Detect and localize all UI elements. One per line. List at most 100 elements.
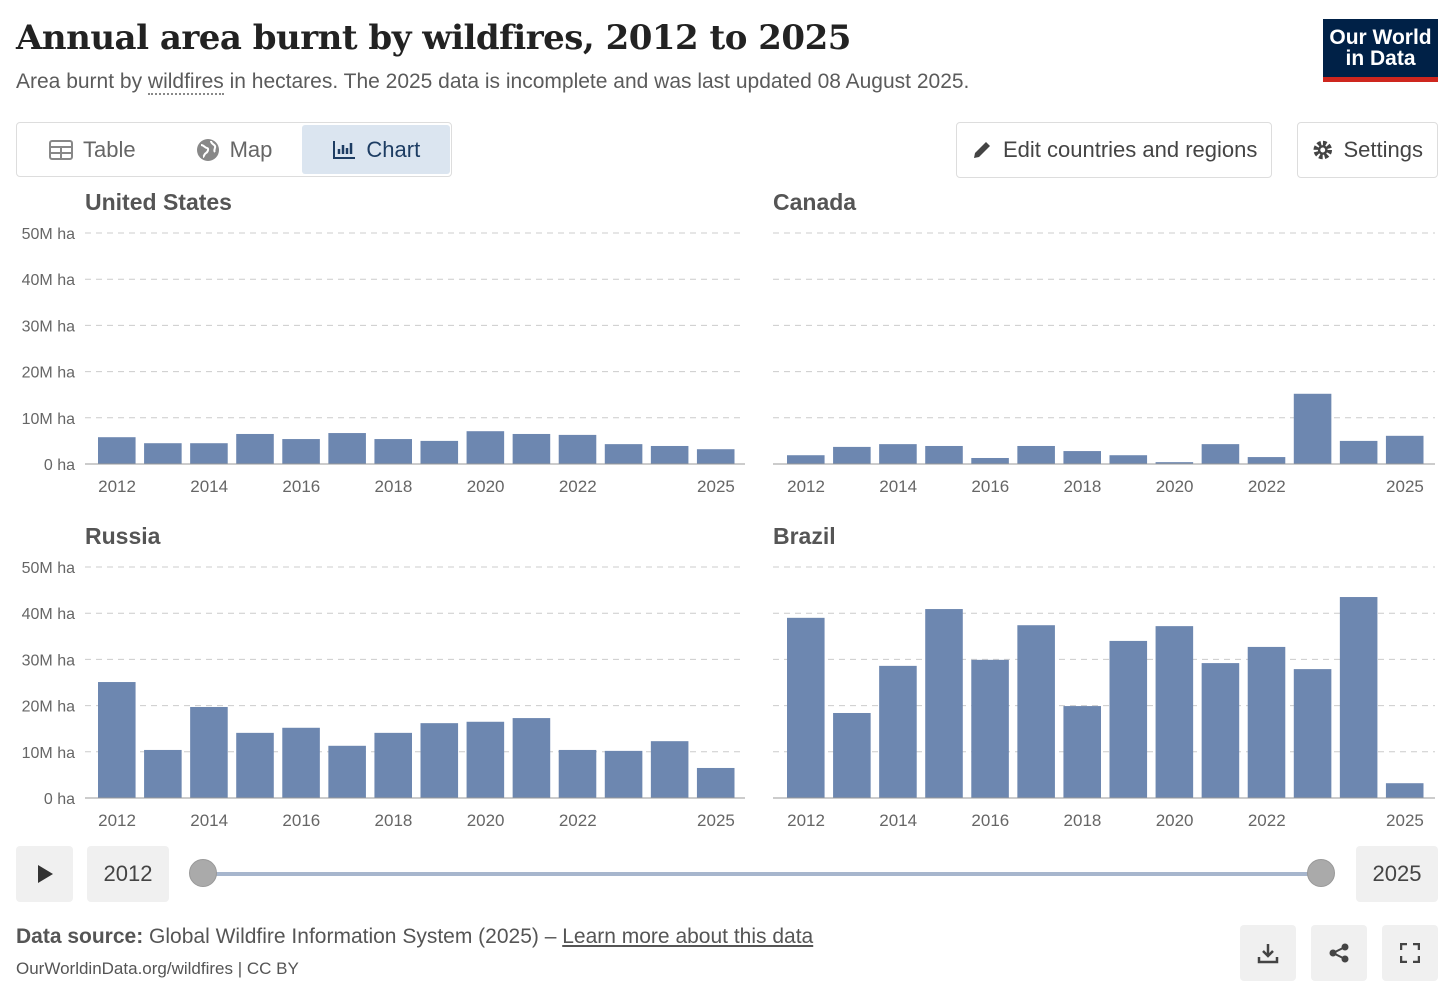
subtitle-text-end: in hectares. The 2025 data is incomplete… [223,70,970,93]
fullscreen-button[interactable] [1382,925,1438,981]
bar-united-states-2024 [650,445,689,464]
bar-brazil-2025 [1385,783,1424,798]
bar-united-states-2013 [144,443,182,464]
bar-united-states-2023 [604,444,643,464]
x-tick-label: 2016 [971,811,1009,830]
bar-canada-2021 [1201,444,1240,464]
edit-countries-label: Edit countries and regions [1003,137,1258,162]
x-tick-label: 2012 [98,477,136,496]
bar-canada-2023 [1293,393,1332,464]
wildfires-definition-link[interactable]: wildfires [147,70,224,95]
bar-russia-2016 [282,727,320,798]
bar-brazil-2020 [1155,626,1194,798]
bar-canada-2016 [971,457,1009,464]
settings-button[interactable]: Settings [1297,122,1438,178]
x-tick-label: 2018 [375,477,413,496]
bar-canada-2014 [879,444,917,464]
x-tick-label: 2020 [1156,811,1194,830]
x-tick-label: 2022 [1248,811,1286,830]
x-tick-label: 2025 [697,811,735,830]
y-tick-label: 40M ha [22,606,75,623]
panel-title-united-states: United States [85,189,232,215]
bar-united-states-2015 [236,433,274,464]
bar-canada-2020 [1155,462,1194,464]
x-tick-label: 2014 [190,811,228,830]
bar-brazil-2012 [787,617,825,798]
bar-russia-2017 [328,745,366,798]
learn-more-link[interactable]: Learn more about this data [562,925,814,948]
bar-brazil-2018 [1063,706,1101,798]
y-tick-label: 10M ha [22,745,75,762]
x-tick-label: 2012 [787,477,825,496]
x-tick-label: 2022 [559,811,597,830]
tab-label: Chart [366,136,421,162]
bar-russia-2021 [512,718,551,798]
timeline-end-handle[interactable] [1307,859,1335,887]
bar-russia-2022 [558,749,597,798]
fullscreen-icon [1400,943,1420,963]
bar-brazil-2016 [971,659,1009,798]
subtitle-text: Area burnt by [16,70,148,93]
settings-label: Settings [1343,137,1424,162]
bar-brazil-2014 [879,665,917,798]
bar-united-states-2019 [420,440,459,464]
bar-brazil-2017 [1017,625,1055,798]
bar-canada-2013 [833,446,871,464]
edit-countries-button[interactable]: Edit countries and regions [956,122,1273,178]
timeline-end-label: 2025 [1356,846,1438,902]
bar-brazil-2013 [833,712,871,798]
x-tick-label: 2022 [559,477,597,496]
view-tabs: Table Map Chart [16,122,452,177]
bar-united-states-2012 [98,437,136,464]
table-icon [49,139,73,160]
chart-title: Annual area burnt by wildfires, 2012 to … [16,18,851,58]
bar-united-states-2020 [466,431,505,464]
y-tick-label: 40M ha [22,272,75,289]
x-tick-label: 2025 [1386,477,1424,496]
share-icon [1329,943,1349,963]
tab-chart[interactable]: Chart [302,125,451,174]
tab-label: Table [83,136,136,162]
timeline-track[interactable] [204,872,1322,876]
x-tick-label: 2014 [879,477,917,496]
chart-url[interactable]: OurWorldinData.org/wildfires | CC BY [16,959,299,978]
bar-russia-2012 [98,682,136,798]
owid-logo[interactable]: Our World in Data [1323,19,1438,82]
bar-canada-2024 [1339,440,1378,464]
x-tick-label: 2025 [697,477,735,496]
y-tick-label: 0 ha [44,791,75,808]
bar-united-states-2018 [374,439,412,464]
tab-map[interactable]: Map [166,125,303,174]
bar-united-states-2025 [696,449,735,464]
bar-russia-2020 [466,721,505,798]
bar-canada-2015 [925,445,963,464]
y-tick-label: 30M ha [22,652,75,669]
x-tick-label: 2014 [879,811,917,830]
share-button[interactable] [1311,925,1367,981]
bar-russia-2015 [236,732,274,798]
source-label: Data source: [16,925,144,948]
x-tick-label: 2020 [467,811,505,830]
x-tick-label: 2018 [1064,811,1102,830]
download-button[interactable] [1240,925,1296,981]
bar-brazil-2021 [1201,663,1240,798]
x-tick-label: 2016 [282,477,320,496]
bar-canada-2018 [1063,451,1101,464]
timeline-start-handle[interactable] [189,859,217,887]
data-source: Data source: Global Wildfire Information… [16,925,813,949]
x-tick-label: 2014 [190,477,228,496]
tab-label: Map [229,136,273,162]
y-tick-label: 50M ha [22,560,75,577]
x-tick-label: 2012 [787,811,825,830]
y-tick-label: 50M ha [22,226,75,243]
bar-united-states-2021 [512,433,551,464]
play-button[interactable] [16,846,73,902]
play-icon [37,865,53,883]
bar-canada-2019 [1109,455,1148,464]
bar-russia-2018 [374,732,412,798]
bar-canada-2025 [1385,435,1424,464]
bar-russia-2025 [696,767,735,798]
bar-canada-2017 [1017,445,1055,464]
bar-brazil-2019 [1109,640,1148,798]
tab-table[interactable]: Table [19,125,166,174]
